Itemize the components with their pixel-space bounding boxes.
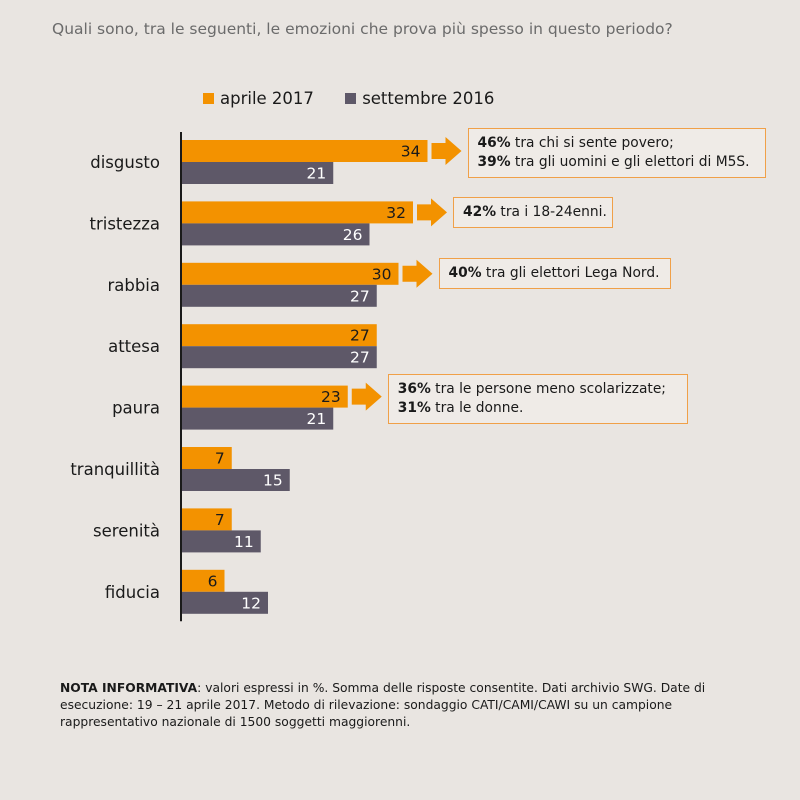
footnote-text: : valori espressi in %. Somma delle risp… (60, 681, 706, 729)
callout-line: 40% tra gli elettori Lega Nord. (449, 264, 661, 283)
bar-aprile-2017 (181, 201, 413, 224)
bar-settembre-2016 (181, 223, 370, 246)
bar-aprile-2017 (181, 324, 377, 347)
callout-percent: 46% (477, 135, 511, 151)
data-label: 27 (350, 327, 370, 345)
data-label: 12 (241, 594, 261, 612)
callout-percent: 36% (397, 380, 431, 397)
data-label: 34 (401, 143, 421, 161)
callout-arrow (351, 382, 382, 411)
bar-settembre-2016 (181, 346, 377, 369)
footnote-label: NOTA INFORMATIVA (60, 681, 198, 695)
legend: aprile 2017 settembre 2016 (203, 89, 520, 108)
legend-swatch-orange (203, 93, 214, 104)
callout-percent: 42% (463, 203, 497, 220)
legend-swatch-purple (345, 93, 357, 104)
bar-settembre-2016 (181, 530, 261, 553)
callout-line: 31% tra le donne. (398, 399, 678, 418)
category-label: attesa (108, 337, 160, 356)
footnote: NOTA INFORMATIVA: valori espressi in %. … (60, 680, 760, 731)
callout-text: tra le donne. (430, 399, 524, 416)
bar-settembre-2016 (181, 591, 268, 614)
category-label: fiducia (105, 583, 160, 602)
bar-settembre-2016 (181, 284, 377, 307)
callout-tristezza: 42% tra i 18-24enni. (453, 196, 613, 228)
callout-rabbia: 40% tra gli elettori Lega Nord. (438, 258, 671, 290)
callout-percent: 40% (448, 265, 482, 282)
callout-paura: 36% tra le persone meno scolarizzate; 31%… (387, 373, 688, 424)
bar-aprile-2017 (181, 508, 232, 531)
data-label: 26 (343, 226, 363, 244)
data-label: 21 (307, 410, 327, 428)
data-label: 27 (350, 287, 370, 305)
data-label: 11 (234, 533, 254, 551)
category-label: tristezza (90, 214, 161, 233)
category-label: rabbia (107, 276, 160, 295)
callout-arrow (417, 198, 447, 227)
bar-aprile-2017 (181, 447, 232, 469)
bar-settembre-2016 (181, 162, 334, 184)
callout-arrow (431, 137, 462, 165)
bar-aprile-2017 (181, 140, 428, 162)
data-label: 21 (307, 165, 327, 183)
bar-aprile-2017 (181, 569, 225, 592)
legend-item-aprile-2017: aprile 2017 (203, 89, 314, 108)
chart-title: Quali sono, tra le seguenti, le emozioni… (52, 20, 673, 38)
callout-disgusto: 46% tra chi si sente povero; 39% tra gli … (467, 128, 766, 178)
bar-aprile-2017 (181, 385, 348, 408)
bar-settembre-2016 (181, 407, 334, 430)
callout-text: tra le persone meno scolarizzate; (430, 380, 666, 397)
category-label: tranquillità (70, 460, 160, 479)
callout-percent: 31% (397, 399, 431, 416)
data-label: 32 (386, 204, 406, 222)
callout-line: 39% tra gli uomini e gli elettori di M5S… (478, 153, 756, 172)
data-label: 27 (350, 349, 370, 367)
callout-text: tra chi si sente povero; (510, 135, 674, 151)
callout-text: tra i 18-24enni. (496, 203, 607, 220)
callout-text: tra gli uomini e gli elettori di M5S. (510, 154, 750, 170)
callout-arrow (402, 259, 433, 288)
category-label: disgusto (90, 153, 160, 172)
data-label: 7 (215, 511, 225, 529)
bar-aprile-2017 (181, 262, 399, 285)
data-label: 15 (263, 472, 283, 490)
legend-label: aprile 2017 (220, 89, 314, 108)
data-label: 7 (215, 450, 225, 468)
callout-text: tra gli elettori Lega Nord. (481, 265, 660, 282)
callout-line: 42% tra i 18-24enni. (463, 203, 607, 222)
category-label: serenità (93, 521, 160, 540)
callout-line: 36% tra le persone meno scolarizzate; (398, 380, 678, 399)
category-label: paura (112, 399, 160, 418)
data-label: 30 (372, 265, 392, 283)
legend-item-settembre-2016: settembre 2016 (345, 89, 494, 108)
bar-settembre-2016 (181, 469, 290, 491)
callout-percent: 39% (477, 154, 511, 170)
legend-label: settembre 2016 (362, 89, 495, 108)
data-label: 6 (208, 572, 218, 590)
callout-line: 46% tra chi si sente povero; (478, 134, 756, 153)
bar-chart: disgusto3421tristezza3226rabbia3027attes… (70, 132, 462, 622)
data-label: 23 (321, 388, 341, 406)
